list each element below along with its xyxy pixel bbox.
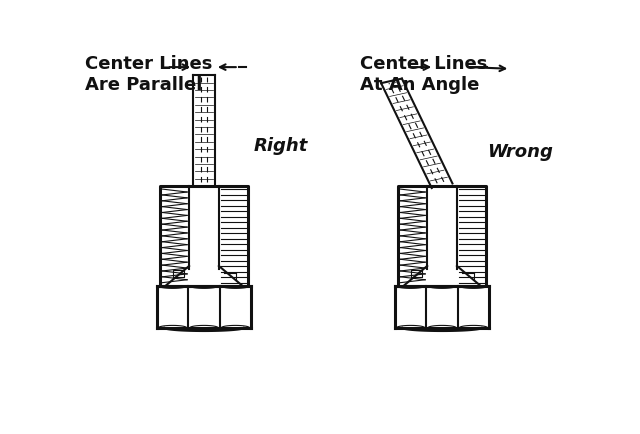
Text: Wrong: Wrong (486, 143, 552, 161)
Text: Center Lines
At An Angle: Center Lines At An Angle (360, 56, 488, 94)
Text: Center Lines
Are Parallel: Center Lines Are Parallel (85, 56, 212, 94)
Text: Right: Right (253, 137, 308, 155)
